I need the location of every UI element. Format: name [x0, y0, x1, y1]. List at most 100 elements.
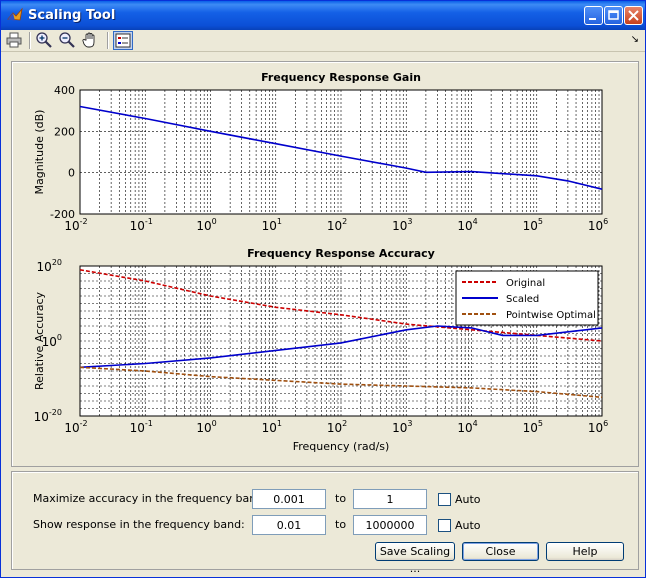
x-tick-label: 106	[588, 217, 608, 233]
series-line	[79, 269, 603, 342]
x-tick-label: 101	[262, 217, 282, 233]
x-tick-label: 101	[262, 419, 282, 435]
response-to-label: to	[335, 518, 347, 531]
legend-toggle-icon	[115, 33, 131, 48]
close-window-button[interactable]	[624, 6, 643, 25]
toolbar-separator	[29, 32, 31, 49]
x-tick-exponent: 6	[603, 217, 608, 226]
toolbar-chevron-icon[interactable]: ↘	[630, 34, 639, 45]
legend-entry: Original	[506, 278, 545, 289]
x-tick-label: 106	[588, 419, 608, 435]
x-tick-label: 104	[457, 419, 477, 435]
x-tick-exponent: 4	[473, 419, 478, 428]
pan-button[interactable]	[81, 31, 101, 50]
accuracy-to-label: to	[335, 492, 347, 505]
frequency-band-panel	[11, 471, 639, 570]
toolbar-separator	[107, 32, 109, 49]
help-button[interactable]: Help	[546, 542, 624, 561]
y-tick-label: 10-20	[34, 408, 62, 424]
legend-entry: Scaled	[506, 294, 539, 305]
y-tick-label: 0	[68, 167, 75, 180]
x-axis-label: Frequency (rad/s)	[293, 440, 390, 453]
x-tick-label: 100	[196, 419, 216, 435]
zoom-in-icon	[36, 32, 52, 48]
y-tick-label: -200	[50, 208, 75, 221]
accuracy-band-label: Maximize accuracy in the frequency band:	[33, 492, 267, 505]
x-tick-exponent: 5	[538, 419, 543, 428]
print-button[interactable]	[5, 31, 25, 50]
x-tick-label: 104	[457, 217, 477, 233]
legend-toggle-button[interactable]	[113, 31, 133, 50]
plots-canvas: 10-2 10-1 100 101 102 103 104 105 1064002000-200…	[33, 71, 608, 453]
x-tick-exponent: 5	[538, 217, 543, 226]
matlab-icon	[7, 7, 23, 21]
x-tick-exponent: -1	[145, 419, 153, 428]
axes-frame	[79, 89, 603, 215]
zoom-out-button[interactable]	[58, 31, 78, 50]
x-tick-exponent: 3	[407, 217, 412, 226]
x-tick-exponent: 4	[473, 217, 478, 226]
legend-entry: Pointwise Optimal	[506, 310, 596, 321]
y-axis-label: Relative Accuracy	[33, 291, 46, 390]
x-tick-label: 102	[327, 217, 347, 233]
accuracy-band-to-input[interactable]	[353, 489, 427, 509]
chart-title: Frequency Response Accuracy	[247, 247, 435, 260]
x-tick-exponent: -1	[145, 217, 153, 226]
pan-hand-icon	[82, 32, 95, 48]
x-tick-label: 10-1	[130, 217, 153, 233]
x-tick-label: 105	[523, 419, 543, 435]
series-line	[79, 105, 603, 190]
response-band-to-input[interactable]	[353, 515, 427, 535]
y-tick-exponent: 0	[57, 333, 62, 342]
gain-axes: 1 0 -2 10-1 100 101 102 103 104 105 106 400 200 0 -200…	[33, 71, 608, 233]
x-tick-exponent: 1	[277, 419, 282, 428]
maximize-button[interactable]	[604, 6, 623, 25]
y-axis-label: Magnitude (dB)	[33, 110, 46, 195]
x-tick-label: 103	[392, 419, 412, 435]
maximize-icon	[608, 10, 619, 20]
close-button[interactable]: Close	[462, 542, 539, 561]
x-tick-label: 102	[327, 419, 347, 435]
close-icon	[628, 10, 639, 21]
x-tick-label: 103	[392, 217, 412, 233]
x-tick-exponent: 2	[342, 217, 347, 226]
x-tick-exponent: 3	[407, 419, 412, 428]
accuracy-legend: Original Scaled Pointwise Optimal	[455, 270, 599, 326]
print-icon	[6, 32, 22, 48]
x-tick-label: 105	[523, 217, 543, 233]
zoom-in-button[interactable]	[35, 31, 55, 50]
y-tick-exponent: -20	[49, 408, 62, 417]
series-line	[79, 325, 603, 369]
zoom-out-icon	[59, 32, 75, 48]
series-line	[79, 366, 603, 399]
response-auto-checkbox[interactable]	[438, 519, 451, 532]
accuracy-auto-label: Auto	[455, 493, 481, 506]
toolbar: ↘	[1, 30, 645, 52]
accuracy-band-from-input[interactable]	[252, 489, 326, 509]
minimize-button[interactable]	[584, 6, 603, 25]
window-title: Scaling Tool	[28, 8, 116, 23]
save-scaling-button[interactable]: Save Scaling ...	[375, 542, 455, 575]
y-tick-label: 1020	[37, 258, 62, 274]
response-band-label: Show response in the frequency band:	[33, 518, 245, 531]
x-tick-label: 100	[196, 217, 216, 233]
x-tick-exponent: -2	[80, 419, 88, 428]
x-tick-exponent: 1	[277, 217, 282, 226]
accuracy-auto-checkbox[interactable]	[438, 493, 451, 506]
y-tick-label: 400	[54, 84, 75, 97]
axes-frame	[79, 265, 603, 417]
response-auto-label: Auto	[455, 519, 481, 532]
x-tick-exponent: 0	[212, 217, 217, 226]
x-tick-exponent: 0	[212, 419, 217, 428]
x-tick-label: 10-2	[64, 419, 87, 435]
x-tick-exponent: 6	[603, 419, 608, 428]
response-band-from-input[interactable]	[252, 515, 326, 535]
y-tick-exponent: 20	[52, 258, 62, 267]
y-tick-label: 200	[54, 125, 75, 138]
plot-panel	[11, 61, 639, 467]
chart-title: Frequency Response Gain	[261, 71, 421, 84]
x-tick-exponent: 2	[342, 419, 347, 428]
x-tick-exponent: -2	[80, 217, 88, 226]
title-bar[interactable]: Scaling Tool	[1, 1, 645, 30]
